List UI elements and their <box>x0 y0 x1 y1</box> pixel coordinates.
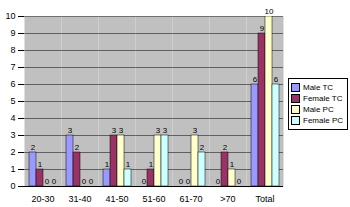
svg-text:9: 9 <box>10 28 15 38</box>
svg-text:2: 2 <box>200 143 205 152</box>
svg-text:20-30: 20-30 <box>31 193 54 203</box>
svg-text:8: 8 <box>10 45 15 55</box>
svg-text:3: 3 <box>156 126 161 135</box>
html-text:Male PC: Male PC <box>303 104 334 114</box>
svg-text:1: 1 <box>126 160 131 169</box>
svg-text:1: 1 <box>105 160 110 169</box>
svg-text:0: 0 <box>45 177 50 186</box>
svg-text:1: 1 <box>38 160 43 169</box>
html-text:Female TC: Female TC <box>303 93 343 103</box>
svg-text:3: 3 <box>112 126 117 135</box>
svg-text:3: 3 <box>119 126 124 135</box>
svg-text:9: 9 <box>260 24 265 33</box>
svg-text:61-70: 61-70 <box>179 193 202 203</box>
svg-text:0: 0 <box>52 177 57 186</box>
svg-text:0: 0 <box>142 177 147 186</box>
svg-text:5: 5 <box>10 96 15 106</box>
svg-text:2: 2 <box>223 143 228 152</box>
svg-text:4: 4 <box>10 113 15 123</box>
svg-text:51-60: 51-60 <box>142 193 165 203</box>
svg-text:6: 6 <box>253 75 258 84</box>
svg-text:3: 3 <box>10 130 15 140</box>
svg-text:6: 6 <box>10 79 15 89</box>
svg-text:1: 1 <box>230 160 235 169</box>
svg-text:0: 0 <box>82 177 87 186</box>
svg-text:41-50: 41-50 <box>105 193 128 203</box>
svg-text:1: 1 <box>149 160 154 169</box>
svg-text:6: 6 <box>274 75 279 84</box>
svg-text:7: 7 <box>10 62 15 72</box>
svg-text:0: 0 <box>89 177 94 186</box>
svg-text:2: 2 <box>10 147 15 157</box>
svg-text:0: 0 <box>10 181 15 191</box>
svg-text:3: 3 <box>193 126 198 135</box>
svg-text:3: 3 <box>68 126 73 135</box>
svg-text:1: 1 <box>10 164 15 174</box>
html-text:Male TC: Male TC <box>303 82 334 92</box>
svg-text:>70: >70 <box>220 193 235 203</box>
svg-text:0: 0 <box>179 177 184 186</box>
svg-text:3: 3 <box>163 126 168 135</box>
svg-text:10: 10 <box>5 11 15 21</box>
html-text:Female PC: Female PC <box>303 115 343 125</box>
svg-text:2: 2 <box>75 143 80 152</box>
svg-text:0: 0 <box>186 177 191 186</box>
svg-text:31-40: 31-40 <box>68 193 91 203</box>
svg-text:10: 10 <box>265 7 274 16</box>
svg-text:2: 2 <box>31 143 36 152</box>
svg-text:0: 0 <box>216 177 221 186</box>
svg-text:0: 0 <box>237 177 242 186</box>
svg-text:Total: Total <box>255 193 274 203</box>
